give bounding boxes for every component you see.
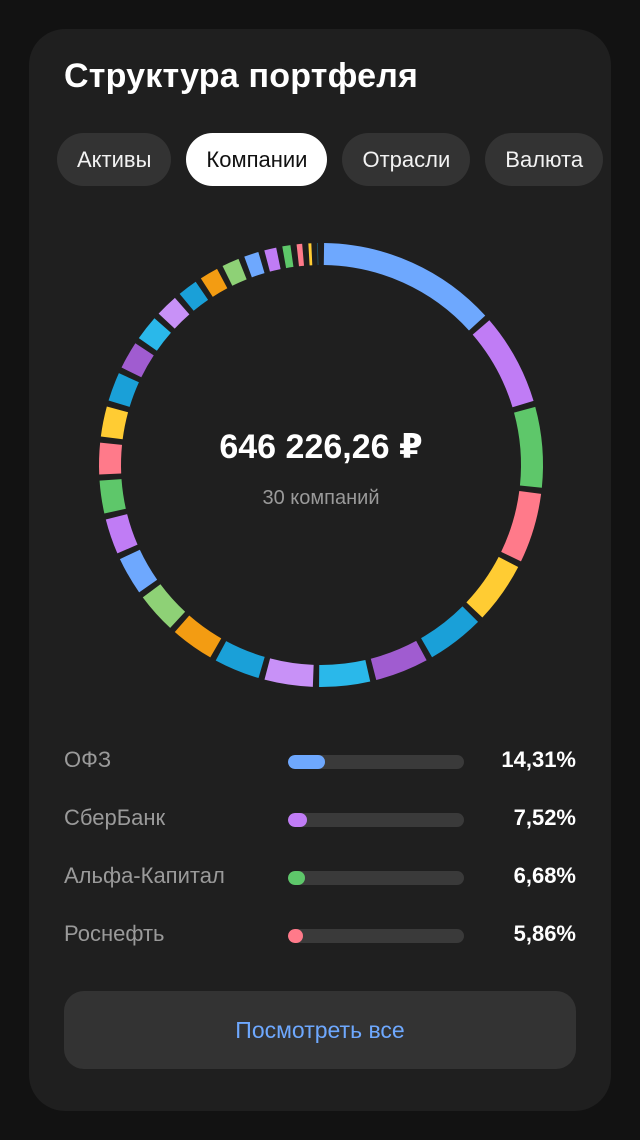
donut-segment[interactable] bbox=[108, 373, 139, 408]
donut-segment[interactable] bbox=[222, 258, 247, 286]
company-name: Роснефть bbox=[64, 921, 165, 946]
company-name: Альфа-Капитал bbox=[64, 863, 225, 888]
tab-industries[interactable]: Отрасли bbox=[342, 133, 471, 186]
donut-segment[interactable] bbox=[296, 243, 305, 267]
donut-segment[interactable] bbox=[142, 584, 186, 628]
donut-segment[interactable] bbox=[179, 281, 209, 311]
donut-segment[interactable] bbox=[99, 478, 126, 514]
share-bar-fill bbox=[288, 929, 304, 943]
donut-segment[interactable] bbox=[501, 490, 542, 562]
donut-segment[interactable] bbox=[158, 297, 190, 329]
donut-segment[interactable] bbox=[472, 320, 534, 408]
donut-segment[interactable] bbox=[100, 406, 129, 440]
donut-segment[interactable] bbox=[282, 245, 294, 269]
portfolio-total: 646 226,26 ₽ bbox=[219, 428, 423, 466]
donut-segment[interactable] bbox=[319, 659, 371, 687]
top-companies-list: ОФЗ 14,31% СберБанк 7,52% Альфа-Капитал … bbox=[64, 741, 576, 973]
donut-segment[interactable] bbox=[420, 606, 479, 658]
share-bar-track bbox=[288, 929, 464, 943]
share-bar-fill bbox=[288, 813, 308, 827]
donut-segment[interactable] bbox=[121, 343, 154, 378]
donut-svg bbox=[99, 243, 543, 687]
list-item[interactable]: СберБанк 7,52% bbox=[64, 799, 576, 857]
share-bar-track bbox=[288, 813, 464, 827]
share-bar-fill bbox=[288, 871, 306, 885]
list-item[interactable]: Альфа-Капитал 6,68% bbox=[64, 857, 576, 915]
tabs-bar: Активы Компании Отрасли Валюта bbox=[57, 133, 604, 186]
donut-segment[interactable] bbox=[323, 243, 486, 331]
donut-segment[interactable] bbox=[513, 406, 543, 488]
list-item[interactable]: ОФЗ 14,31% bbox=[64, 741, 576, 799]
company-name: СберБанк bbox=[64, 805, 166, 830]
card-title: Структура портфеля bbox=[64, 57, 419, 95]
company-share: 7,52% bbox=[513, 805, 576, 830]
share-bar-fill bbox=[288, 755, 325, 769]
donut-segment[interactable] bbox=[264, 247, 281, 272]
donut-segment[interactable] bbox=[200, 268, 228, 297]
donut-segment[interactable] bbox=[244, 252, 265, 278]
share-bar-track bbox=[288, 755, 464, 769]
donut-chart: 646 226,26 ₽ 30 компаний bbox=[91, 235, 551, 695]
donut-segment[interactable] bbox=[466, 556, 519, 618]
company-share: 6,68% bbox=[513, 863, 576, 888]
list-item[interactable]: Роснефть 5,86% bbox=[64, 915, 576, 973]
donut-segment[interactable] bbox=[264, 658, 314, 687]
donut-segment[interactable] bbox=[174, 615, 222, 658]
portfolio-structure-card: Структура портфеля Активы Компании Отрас… bbox=[29, 29, 611, 1111]
donut-segment[interactable] bbox=[119, 549, 158, 593]
tab-companies[interactable]: Компании bbox=[186, 133, 328, 186]
share-bar-track bbox=[288, 871, 464, 885]
company-share: 14,31% bbox=[501, 747, 576, 772]
companies-count: 30 компаний bbox=[262, 487, 380, 509]
donut-segment[interactable] bbox=[105, 513, 138, 554]
donut-segment[interactable] bbox=[370, 640, 427, 681]
donut-segment[interactable] bbox=[99, 442, 123, 475]
donut-segment[interactable] bbox=[215, 640, 265, 679]
tab-currency[interactable]: Валюта bbox=[485, 133, 604, 186]
view-all-button[interactable]: Посмотреть все bbox=[64, 991, 576, 1069]
company-share: 5,86% bbox=[513, 921, 576, 946]
company-name: ОФЗ bbox=[64, 747, 112, 772]
tab-assets[interactable]: Активы bbox=[57, 133, 172, 186]
donut-segment[interactable] bbox=[138, 318, 172, 351]
